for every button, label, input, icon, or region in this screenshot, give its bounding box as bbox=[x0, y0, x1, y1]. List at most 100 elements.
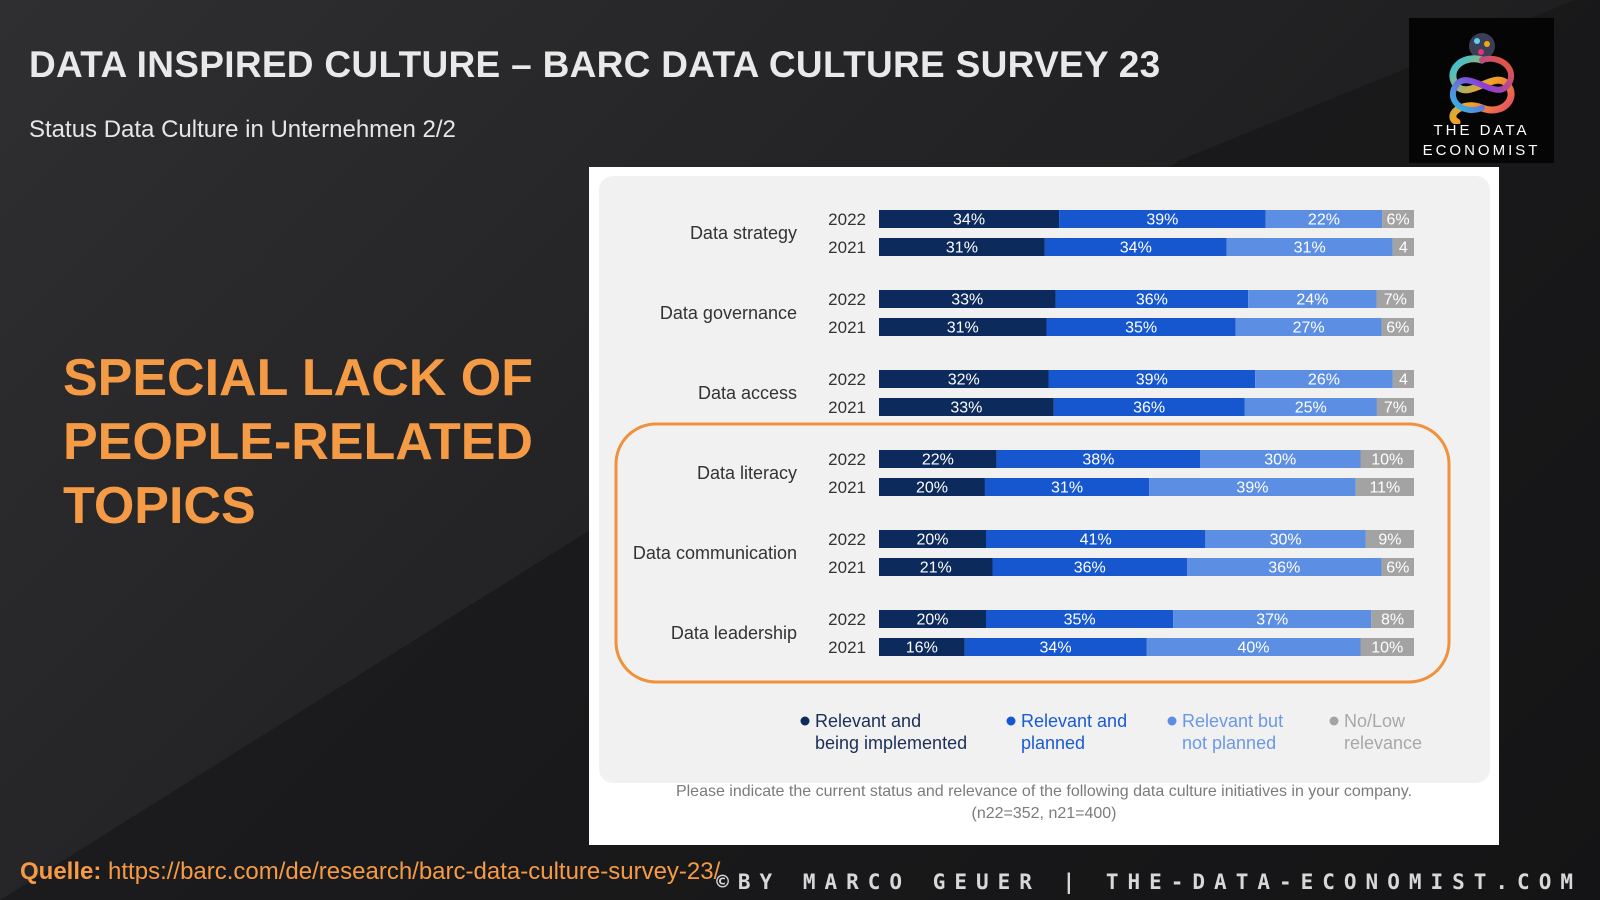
legend-label-4-line-1: No/Low bbox=[1344, 711, 1406, 731]
bar-segment-data-governance-2022-s4 bbox=[1376, 290, 1414, 308]
data-label-data-strategy-2022-s1: 34% bbox=[953, 212, 985, 229]
data-label-data-literacy-2021-s3: 39% bbox=[1236, 480, 1268, 497]
bar-segment-data-literacy-2021-s4 bbox=[1355, 478, 1414, 496]
highlight-line-1: SPECIAL LACK OF bbox=[63, 349, 533, 407]
legend-label-2-line-1: Relevant and bbox=[1021, 711, 1127, 731]
data-label-data-literacy-2021-s2: 31% bbox=[1051, 480, 1083, 497]
highlight-message: SPECIAL LACK OF PEOPLE-RELATED TOPICS bbox=[63, 346, 543, 538]
bar-segment-data-leadership-2022-s4 bbox=[1371, 610, 1414, 628]
bar-segment-data-governance-2022-s1 bbox=[879, 290, 1056, 308]
data-label-data-literacy-2021-s1: 20% bbox=[916, 480, 948, 497]
data-label-data-literacy-2022-s2: 38% bbox=[1082, 452, 1114, 469]
highlight-line-3: TOPICS bbox=[63, 477, 256, 535]
source-citation: Quelle: https://barc.com/de/research/bar… bbox=[20, 858, 720, 886]
brand-logo: THE DATA ECONOMIST bbox=[1409, 18, 1554, 163]
data-label-data-leadership-2021-s1: 16% bbox=[906, 640, 938, 657]
data-label-data-leadership-2022-s2: 35% bbox=[1064, 612, 1096, 629]
data-label-data-strategy-2021-s4: 4 bbox=[1399, 240, 1408, 257]
year-label-data-strategy-2021: 2021 bbox=[828, 238, 866, 257]
bar-segment-data-strategy-2021-s3 bbox=[1226, 238, 1393, 256]
legend-label-1-line-1: Relevant and bbox=[815, 711, 921, 731]
stacked-bar-chart: Data strategy 2022 34% 39% 22% 6% 2021 31% 34% 31… bbox=[614, 210, 1451, 753]
data-label-data-governance-2021-s3: 27% bbox=[1293, 320, 1325, 337]
data-label-data-leadership-2022-s4: 8% bbox=[1381, 612, 1404, 629]
bar-segment-data-communication-2022-s2 bbox=[986, 530, 1206, 548]
bar-segment-data-strategy-2022-s1 bbox=[879, 210, 1060, 228]
logo-text-line-1: THE DATA bbox=[1433, 122, 1530, 139]
year-label-data-literacy-2021: 2021 bbox=[828, 478, 866, 497]
year-label-data-governance-2022: 2022 bbox=[828, 290, 866, 309]
data-label-data-strategy-2022-s3: 22% bbox=[1308, 212, 1340, 229]
data-label-data-governance-2022-s4: 7% bbox=[1384, 292, 1407, 309]
legend-marker-1 bbox=[800, 716, 810, 726]
bar-segment-data-access-2022-s1 bbox=[879, 370, 1049, 388]
data-label-data-communication-2022-s3: 30% bbox=[1270, 532, 1302, 549]
bar-segment-data-literacy-2021-s3 bbox=[1149, 478, 1356, 496]
bar-segment-data-strategy-2022-s4 bbox=[1382, 210, 1414, 228]
bar-segment-data-leadership-2021-s2 bbox=[964, 638, 1147, 656]
category-label-data-communication: Data communication bbox=[633, 543, 797, 563]
data-label-data-governance-2022-s3: 24% bbox=[1296, 292, 1328, 309]
year-label-data-literacy-2022: 2022 bbox=[828, 450, 866, 469]
category-label-data-strategy: Data strategy bbox=[690, 223, 797, 243]
bar-segment-data-leadership-2021-s3 bbox=[1146, 638, 1361, 656]
bar-segment-data-communication-2021-s1 bbox=[879, 558, 993, 576]
data-label-data-strategy-2021-s1: 31% bbox=[946, 240, 978, 257]
data-label-data-governance-2022-s2: 36% bbox=[1136, 292, 1168, 309]
legend-label-4-line-2: relevance bbox=[1344, 733, 1422, 753]
data-label-data-access-2021-s3: 25% bbox=[1295, 400, 1327, 417]
data-label-data-governance-2022-s1: 33% bbox=[951, 292, 983, 309]
legend-label-2-line-2: planned bbox=[1021, 733, 1085, 753]
bar-segment-data-literacy-2021-s1 bbox=[879, 478, 985, 496]
data-label-data-strategy-2021-s2: 34% bbox=[1120, 240, 1152, 257]
bar-segment-data-literacy-2022-s3 bbox=[1200, 450, 1361, 468]
bar-segment-data-communication-2022-s3 bbox=[1205, 530, 1366, 548]
data-label-data-communication-2021-s4: 6% bbox=[1386, 560, 1409, 577]
year-label-data-access-2022: 2022 bbox=[828, 370, 866, 389]
bar-segment-data-access-2022-s3 bbox=[1255, 370, 1393, 388]
data-label-data-literacy-2022-s1: 22% bbox=[922, 452, 954, 469]
chart-sample-note: (n22=352, n21=400) bbox=[971, 805, 1117, 822]
bar-segment-data-literacy-2022-s1 bbox=[879, 450, 997, 468]
data-label-data-communication-2022-s4: 9% bbox=[1378, 532, 1401, 549]
data-label-data-literacy-2022-s4: 10% bbox=[1371, 452, 1403, 469]
bar-segment-data-leadership-2021-s1 bbox=[879, 638, 965, 656]
bar-segment-data-strategy-2022-s3 bbox=[1265, 210, 1383, 228]
bar-segment-data-governance-2022-s3 bbox=[1248, 290, 1377, 308]
bar-segment-data-governance-2021-s2 bbox=[1046, 318, 1236, 336]
bar-segment-data-communication-2021-s2 bbox=[992, 558, 1188, 576]
data-label-data-leadership-2021-s4: 10% bbox=[1371, 640, 1403, 657]
data-label-data-literacy-2021-s4: 11% bbox=[1369, 480, 1400, 497]
bar-segment-data-strategy-2021-s2 bbox=[1044, 238, 1227, 256]
bar-segment-data-governance-2021-s1 bbox=[879, 318, 1047, 336]
year-label-data-communication-2022: 2022 bbox=[828, 530, 866, 549]
data-label-data-communication-2021-s2: 36% bbox=[1074, 560, 1106, 577]
data-label-data-access-2022-s2: 39% bbox=[1136, 372, 1168, 389]
source-link[interactable]: https://barc.com/de/research/barc-data-c… bbox=[108, 858, 721, 885]
data-label-data-strategy-2022-s2: 39% bbox=[1146, 212, 1178, 229]
category-label-data-access: Data access bbox=[698, 383, 797, 403]
bar-segment-data-access-2022-s4 bbox=[1392, 370, 1414, 388]
slide-subtitle: Status Data Culture in Unternehmen 2/2 bbox=[29, 116, 456, 143]
bar-segment-data-access-2022-s2 bbox=[1048, 370, 1256, 388]
data-label-data-access-2022-s3: 26% bbox=[1308, 372, 1340, 389]
chart-panel: Data strategy 2022 34% 39% 22% 6% 2021 31% 34% 31… bbox=[589, 167, 1499, 845]
data-label-data-communication-2022-s1: 20% bbox=[916, 532, 948, 549]
year-label-data-leadership-2021: 2021 bbox=[828, 638, 866, 657]
bar-segment-data-access-2021-s1 bbox=[879, 398, 1054, 416]
data-label-data-governance-2021-s1: 31% bbox=[947, 320, 979, 337]
year-label-data-strategy-2022: 2022 bbox=[828, 210, 866, 229]
data-label-data-access-2022-s4: 4 bbox=[1399, 372, 1408, 389]
bar-segment-data-leadership-2022-s3 bbox=[1173, 610, 1372, 628]
bar-segment-data-literacy-2022-s4 bbox=[1360, 450, 1414, 468]
data-label-data-leadership-2021-s3: 40% bbox=[1237, 640, 1269, 657]
category-label-data-governance: Data governance bbox=[660, 303, 797, 323]
bar-segment-data-communication-2021-s4 bbox=[1381, 558, 1414, 576]
data-label-data-communication-2021-s3: 36% bbox=[1268, 560, 1300, 577]
legend-label-3-line-1: Relevant but bbox=[1182, 711, 1283, 731]
legend-marker-2 bbox=[1006, 716, 1016, 726]
bar-segment-data-governance-2021-s4 bbox=[1381, 318, 1414, 336]
bar-segment-data-leadership-2022-s2 bbox=[986, 610, 1174, 628]
data-label-data-governance-2021-s2: 35% bbox=[1125, 320, 1157, 337]
bar-segment-data-leadership-2021-s4 bbox=[1360, 638, 1414, 656]
